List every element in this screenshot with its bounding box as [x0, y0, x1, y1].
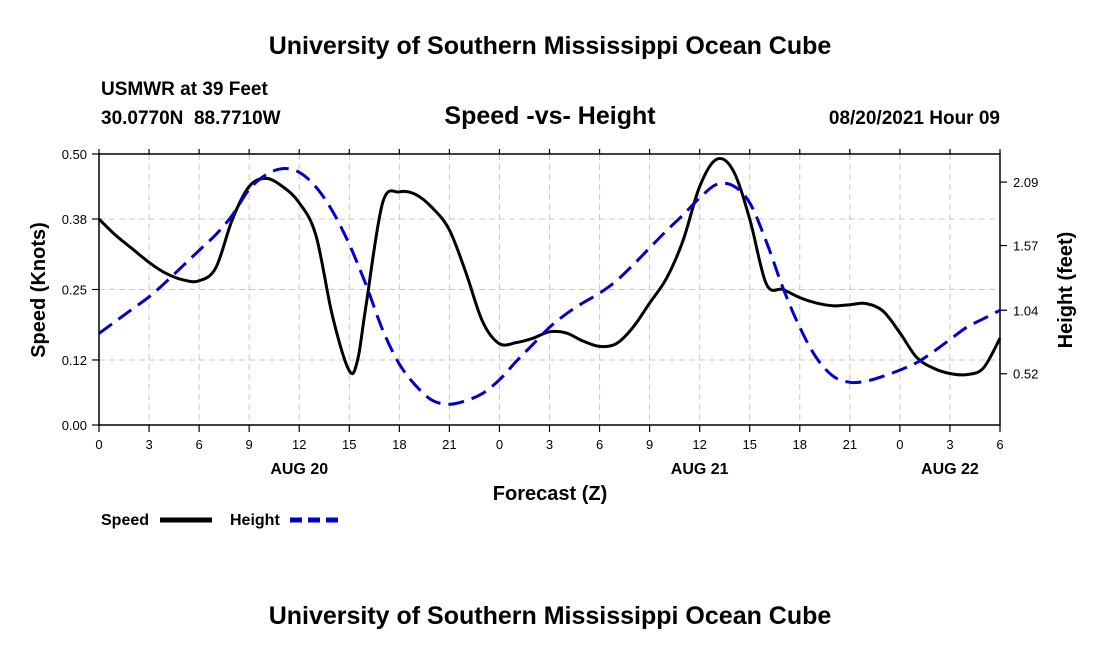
x-tick-label: 21 — [843, 437, 857, 452]
right-y-axis: 0.52 1.04 1.57 2.09 — [1000, 175, 1038, 382]
legend: Speed Height — [101, 512, 342, 529]
date-label: AUG 20 — [270, 461, 328, 478]
x-tick-label: 0 — [896, 437, 903, 452]
legend-speed-label: Speed — [101, 512, 149, 529]
x-tick-label: 3 — [145, 437, 152, 452]
right-y-tick-label: 1.04 — [1013, 303, 1038, 318]
height-series-line — [98, 167, 1001, 406]
right-y-tick-label: 1.57 — [1013, 239, 1038, 254]
series-lines — [97, 157, 1002, 406]
coordinates-label: 30.0770N 88.7710W — [101, 108, 281, 129]
x-tick-label: 3 — [546, 437, 553, 452]
left-y-tick-label: 0.12 — [62, 353, 87, 368]
x-tick-label: 18 — [392, 437, 406, 452]
x-axis-label: Forecast (Z) — [493, 483, 607, 505]
x-tick-label: 15 — [342, 437, 356, 452]
left-y-tick-label: 0.50 — [62, 147, 87, 162]
x-tick-label: 21 — [442, 437, 456, 452]
x-tick-label: 12 — [292, 437, 306, 452]
right-y-tick-label: 0.52 — [1013, 367, 1038, 382]
footer-title: University of Southern Mississippi Ocean… — [269, 602, 832, 630]
x-tick-label: 15 — [742, 437, 756, 452]
left-y-axis-label: Speed (Knots) — [28, 222, 50, 358]
left-y-axis: 0.00 0.12 0.25 0.38 0.50 — [62, 147, 99, 433]
speed-series-line — [97, 157, 1002, 377]
x-tick-label: 18 — [793, 437, 807, 452]
x-tick-label: 9 — [646, 437, 653, 452]
x-tick-label: 12 — [692, 437, 706, 452]
x-tick-label: 0 — [496, 437, 503, 452]
grid-lines — [99, 154, 1000, 425]
chart-title: University of Southern Mississippi Ocean… — [269, 32, 832, 60]
x-tick-label: 9 — [246, 437, 253, 452]
chart-subtitle: Speed -vs- Height — [444, 102, 656, 130]
x-tick-label: 3 — [946, 437, 953, 452]
x-tick-label: 6 — [195, 437, 202, 452]
x-axis: 0 3 6 9 12 15 18 21 0 3 6 9 12 15 18 21 0 3 6 — [95, 149, 1004, 452]
station-label: USMWR at 39 Feet — [101, 79, 268, 100]
forecast-timestamp: 08/20/2021 Hour 09 — [829, 108, 1000, 129]
x-tick-label: 0 — [95, 437, 102, 452]
legend-height-label: Height — [230, 512, 280, 529]
left-y-tick-label: 0.25 — [62, 283, 87, 298]
right-y-tick-label: 2.09 — [1013, 175, 1038, 190]
date-label: AUG 21 — [671, 461, 729, 478]
right-y-axis-label: Height (feet) — [1055, 232, 1077, 349]
left-y-tick-label: 0.38 — [62, 212, 87, 227]
x-tick-label: 6 — [996, 437, 1003, 452]
x-tick-label: 6 — [596, 437, 603, 452]
date-labels: AUG 20 AUG 21 AUG 22 — [270, 461, 979, 478]
date-label: AUG 22 — [921, 461, 979, 478]
left-y-tick-label: 0.00 — [62, 418, 87, 433]
